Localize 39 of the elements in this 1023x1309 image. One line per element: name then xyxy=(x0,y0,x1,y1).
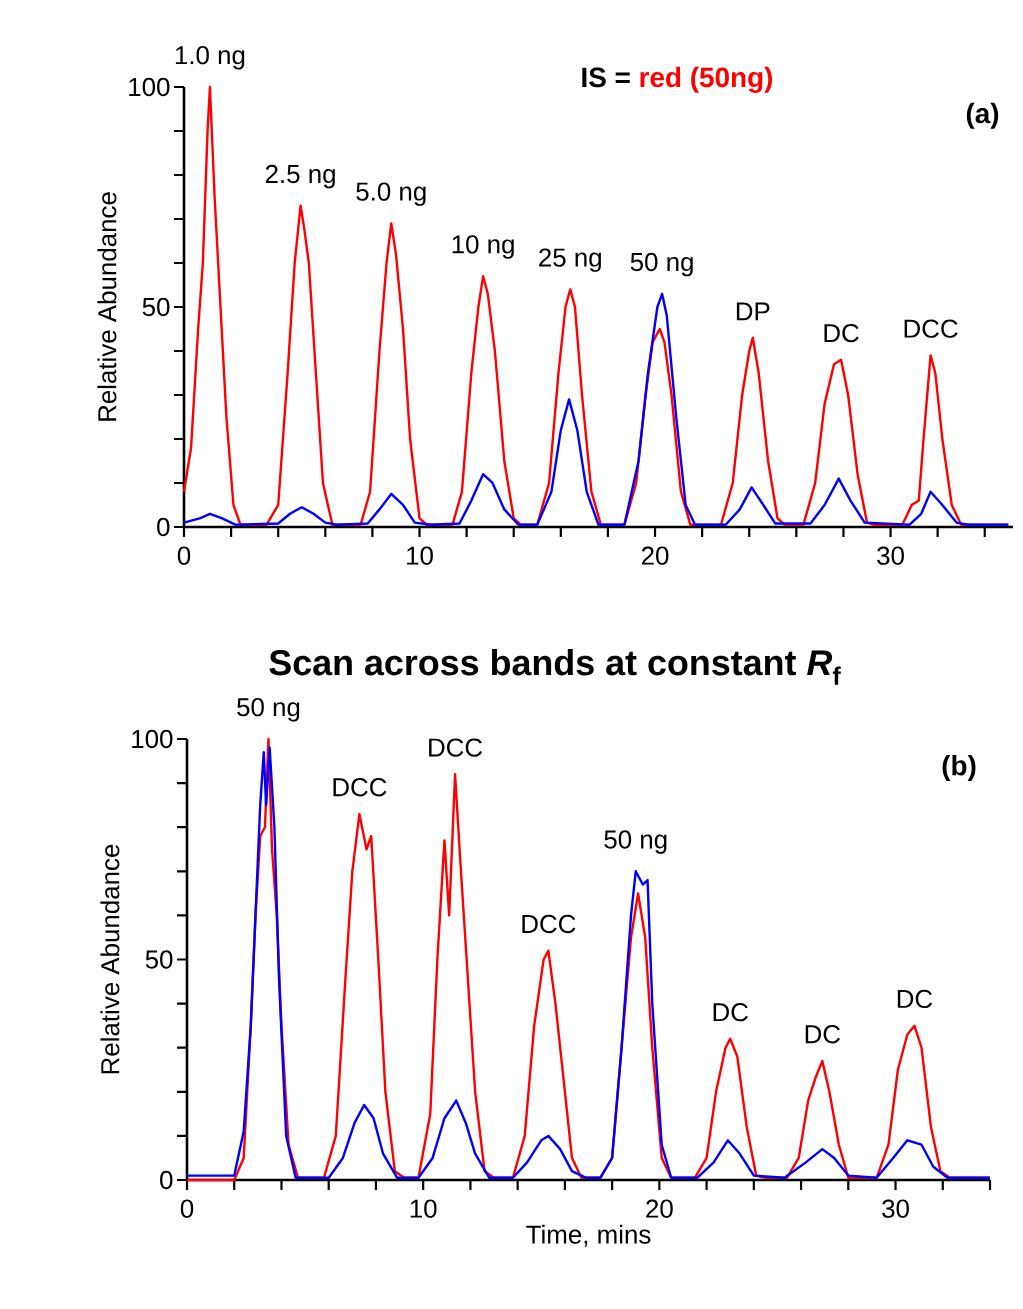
y-axis-title: Relative Abundance xyxy=(100,844,120,1074)
annotation: 50 ng xyxy=(237,698,300,722)
x-tick-label: 30 xyxy=(877,546,904,565)
x-tick-label: 30 xyxy=(882,1199,909,1218)
annotation: 10 ng xyxy=(452,235,514,259)
y-tick-label: 100 xyxy=(129,77,170,97)
annotation: DC xyxy=(805,1025,841,1044)
x-tick-label: 0 xyxy=(180,1199,194,1218)
annotation: 5.0 ng xyxy=(356,182,426,206)
annotation: DC xyxy=(824,323,859,343)
annotation: DCC xyxy=(429,738,483,757)
x-axis-title: Time, mins xyxy=(526,1224,651,1247)
annotation: DCC xyxy=(333,778,387,797)
y-tick-label: 0 xyxy=(160,1170,173,1190)
annotation: 1.0 ng xyxy=(175,46,245,70)
text: (a) xyxy=(966,102,999,129)
y-axis-title: Relative Abundance xyxy=(97,192,117,421)
annotation: red (50ng) xyxy=(640,66,773,93)
annotation: 50 ng xyxy=(630,252,693,277)
y-tick-label: 0 xyxy=(157,517,170,537)
x-tick-label: 20 xyxy=(641,546,669,565)
annotation: DC xyxy=(897,989,933,1009)
annotation: 25 ng xyxy=(539,248,601,272)
text: (b) xyxy=(942,754,976,781)
chart-subtitle: Scan across bands at constant R$_{f}$ xyxy=(269,649,841,685)
x-tick-label: 10 xyxy=(410,1199,437,1218)
x-tick-label: 10 xyxy=(407,546,433,565)
annotation: DCC xyxy=(522,914,576,934)
annotation: IS = xyxy=(582,67,630,88)
annotation: DCC xyxy=(904,319,958,338)
y-tick-label: 50 xyxy=(142,297,170,317)
y-tick-label: 100 xyxy=(132,729,173,749)
annotation: DC xyxy=(713,1003,748,1022)
annotation: 50 ng xyxy=(604,830,667,854)
annotation: DP xyxy=(736,302,770,321)
x-tick-label: 0 xyxy=(177,546,191,565)
x-tick-label: 20 xyxy=(646,1199,673,1218)
y-tick-label: 50 xyxy=(145,950,173,969)
annotation: 2.5 ng xyxy=(265,164,335,189)
